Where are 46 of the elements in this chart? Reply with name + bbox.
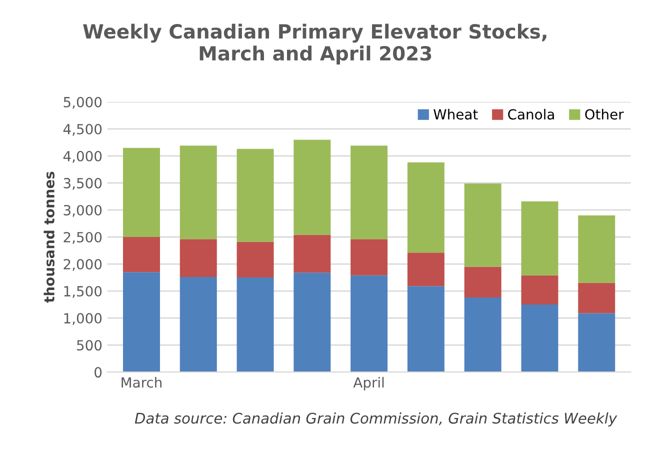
bar bbox=[350, 239, 388, 276]
bar bbox=[578, 215, 616, 283]
y-tick-label: 3,000 bbox=[64, 204, 102, 217]
bar bbox=[521, 275, 558, 305]
x-tick-label: March bbox=[122, 376, 162, 388]
y-tick-label: 4,500 bbox=[63, 124, 102, 136]
bar bbox=[180, 276, 217, 372]
bar bbox=[236, 148, 274, 242]
y-tick-label: 5,000 bbox=[64, 96, 102, 109]
legend-label: Other bbox=[585, 108, 624, 120]
y-tick-label: 2,500 bbox=[64, 232, 102, 244]
bar bbox=[521, 304, 558, 372]
bar bbox=[407, 286, 444, 372]
bar bbox=[350, 146, 388, 240]
y-tick-label: 1,000 bbox=[64, 313, 102, 325]
y-axis-title: thousand tonnes bbox=[44, 172, 54, 303]
y-tick-label: 3,500 bbox=[64, 178, 102, 190]
bar bbox=[407, 162, 444, 253]
bar bbox=[578, 313, 616, 372]
y-tick-label: 1,500 bbox=[64, 286, 102, 298]
y-tick-label: 500 bbox=[77, 340, 102, 351]
bar bbox=[407, 252, 444, 286]
source-note: Data source: Canadian Grain Commission, Grain Statistics Weekly bbox=[134, 412, 618, 427]
bar bbox=[578, 282, 616, 314]
bar bbox=[464, 184, 502, 267]
bar bbox=[521, 201, 558, 276]
y-tick-label: 4,000 bbox=[63, 150, 102, 163]
bar bbox=[294, 140, 331, 235]
bar bbox=[464, 298, 502, 372]
bar bbox=[123, 148, 160, 237]
bar bbox=[180, 146, 217, 240]
chart-title: Weekly Canadian Primary Elevator Stocks, March and April 2023 bbox=[83, 24, 546, 64]
y-tick-label: 0 bbox=[94, 367, 102, 378]
x-tick-label: April bbox=[353, 376, 384, 390]
legend-label: Canola bbox=[508, 108, 554, 120]
bar bbox=[123, 237, 160, 272]
bar bbox=[350, 275, 388, 372]
bar bbox=[180, 239, 217, 277]
bar bbox=[236, 242, 274, 278]
bar bbox=[294, 234, 331, 273]
bar bbox=[236, 278, 274, 372]
bar bbox=[294, 272, 331, 372]
bar bbox=[464, 266, 502, 298]
legend-label: Wheat bbox=[434, 108, 478, 120]
bar bbox=[123, 272, 160, 372]
y-tick-label: 2,000 bbox=[64, 258, 102, 271]
